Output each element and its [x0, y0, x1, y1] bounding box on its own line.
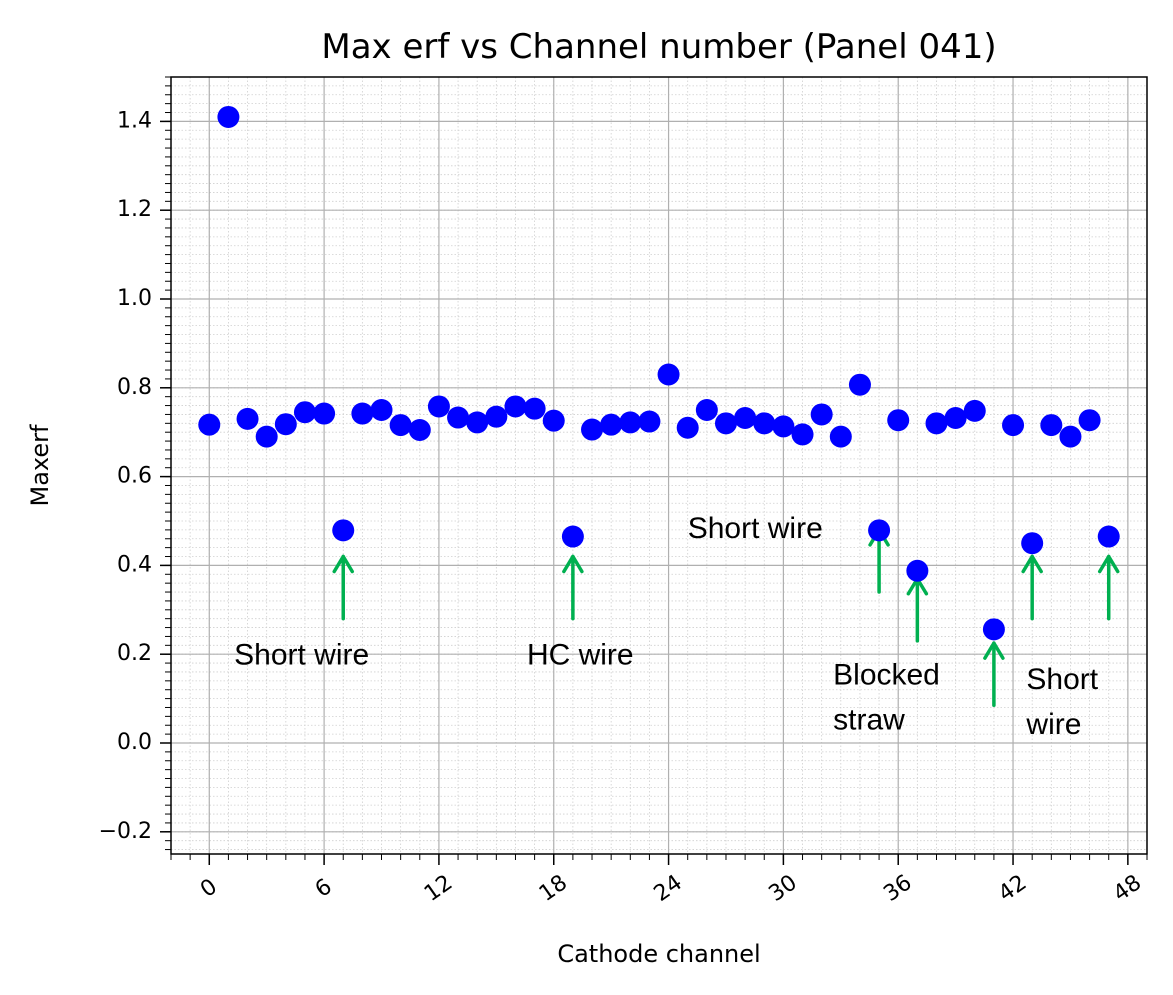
data-point — [523, 397, 546, 420]
data-point — [848, 373, 871, 396]
data-point — [274, 413, 297, 436]
data-point — [1097, 525, 1120, 548]
y-tick-label: 0.6 — [117, 464, 152, 489]
data-point — [963, 399, 986, 422]
data-point — [676, 416, 699, 439]
y-tick-label: 1.4 — [117, 108, 152, 133]
annotation-arrow — [1097, 554, 1120, 621]
data-point — [887, 409, 910, 432]
data-point — [810, 403, 833, 426]
data-point — [734, 406, 757, 429]
data-point — [1002, 414, 1025, 437]
annotation-label: HC wire — [527, 639, 634, 672]
data-point — [485, 405, 508, 428]
annotation-arrows — [332, 528, 1120, 708]
annotation-arrow — [332, 554, 354, 621]
data-point — [619, 411, 642, 434]
data-point — [466, 411, 489, 434]
data-point — [561, 525, 584, 548]
x-tick-label: 0 — [196, 874, 222, 903]
chart-title: Max erf vs Channel number (Panel 041) — [321, 27, 996, 67]
annotation-arrow — [983, 641, 1005, 708]
y-tick-label: 0.2 — [117, 641, 152, 666]
data-point — [791, 423, 814, 446]
annotation-label: Short wire — [1025, 663, 1098, 741]
data-point — [925, 412, 948, 435]
data-points — [198, 105, 1120, 641]
data-point — [1021, 532, 1044, 555]
data-point — [389, 414, 412, 437]
data-point — [1078, 409, 1101, 432]
data-point — [695, 399, 718, 421]
annotation-label: Short wire — [688, 512, 823, 545]
data-point — [293, 401, 316, 424]
data-point — [944, 406, 967, 429]
data-point — [504, 395, 527, 418]
data-point — [370, 399, 393, 421]
x-tick-label: 42 — [994, 870, 1031, 907]
x-axis-label: Cathode channel — [557, 940, 760, 968]
data-point — [714, 412, 737, 435]
x-tick-label: 6 — [311, 874, 337, 903]
data-point — [772, 415, 795, 438]
data-point — [542, 409, 565, 432]
data-point — [332, 519, 355, 542]
data-point — [581, 418, 604, 441]
data-point — [1040, 414, 1063, 437]
data-point — [1059, 425, 1082, 448]
y-tick-label: 0.4 — [117, 552, 152, 577]
y-tick-label: 0.8 — [117, 375, 152, 400]
data-point — [198, 413, 221, 436]
x-tick-label: 30 — [764, 870, 801, 907]
data-point — [236, 407, 259, 430]
y-tick-label: −0.2 — [99, 819, 152, 844]
y-tick-label: 0.0 — [117, 730, 152, 755]
data-point — [868, 519, 891, 542]
x-tick-label: 48 — [1109, 870, 1146, 907]
annotation-label: Short wire — [234, 639, 369, 672]
data-point — [982, 618, 1005, 641]
x-tick-label: 18 — [535, 870, 572, 907]
y-tick-label: 1.0 — [117, 286, 152, 311]
x-tick-label: 12 — [420, 870, 457, 907]
y-tick-label: 1.2 — [117, 197, 152, 222]
annotation-arrow — [1021, 554, 1043, 621]
grid — [170, 76, 1148, 854]
plot-area — [170, 76, 1148, 855]
data-point — [351, 402, 374, 425]
data-point — [427, 395, 450, 418]
data-point — [408, 418, 431, 441]
data-point — [657, 363, 680, 386]
data-point — [217, 105, 240, 128]
data-point — [313, 402, 336, 425]
data-point — [829, 425, 852, 448]
annotations: Short wire HC wire Short wire Blocked straw S… — [234, 512, 1099, 741]
data-point — [638, 410, 661, 433]
data-point — [906, 559, 929, 582]
data-point — [753, 412, 776, 435]
data-point — [447, 406, 470, 429]
data-point — [255, 425, 278, 448]
data-point — [600, 413, 623, 436]
y-axis-label: Maxerf — [26, 424, 54, 507]
x-tick-label: 24 — [650, 870, 687, 907]
annotation-arrow — [562, 554, 584, 621]
annotation-label: Blocked straw — [833, 659, 940, 737]
x-tick-label: 36 — [879, 870, 916, 907]
